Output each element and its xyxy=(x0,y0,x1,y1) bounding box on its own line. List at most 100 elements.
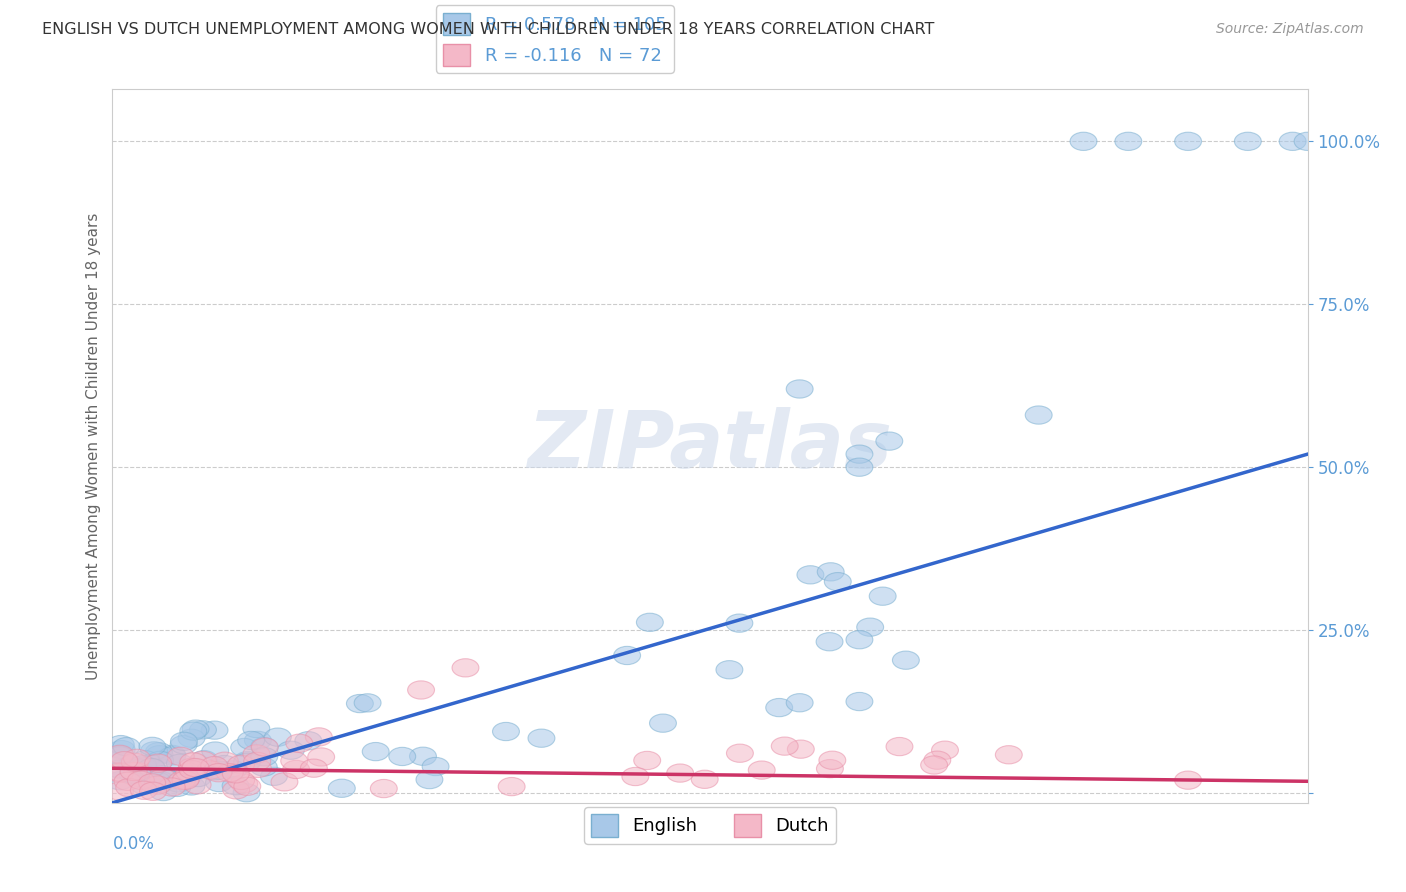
Ellipse shape xyxy=(173,769,200,787)
Ellipse shape xyxy=(233,777,260,796)
Ellipse shape xyxy=(165,774,193,792)
Ellipse shape xyxy=(111,752,138,770)
Ellipse shape xyxy=(233,751,262,770)
Ellipse shape xyxy=(748,761,775,780)
Ellipse shape xyxy=(222,777,249,795)
Ellipse shape xyxy=(727,744,754,763)
Ellipse shape xyxy=(666,764,693,782)
Ellipse shape xyxy=(167,747,194,765)
Ellipse shape xyxy=(846,445,873,463)
Ellipse shape xyxy=(205,773,232,792)
Ellipse shape xyxy=(217,764,243,782)
Ellipse shape xyxy=(260,767,287,786)
Ellipse shape xyxy=(846,631,873,648)
Ellipse shape xyxy=(797,566,824,584)
Ellipse shape xyxy=(169,772,195,789)
Ellipse shape xyxy=(329,779,356,797)
Ellipse shape xyxy=(138,758,165,777)
Ellipse shape xyxy=(250,758,277,776)
Ellipse shape xyxy=(921,756,948,774)
Ellipse shape xyxy=(153,769,180,788)
Ellipse shape xyxy=(159,778,186,797)
Ellipse shape xyxy=(120,765,146,783)
Ellipse shape xyxy=(163,779,191,797)
Ellipse shape xyxy=(129,770,156,788)
Ellipse shape xyxy=(786,380,813,398)
Ellipse shape xyxy=(815,632,844,651)
Ellipse shape xyxy=(207,761,233,780)
Ellipse shape xyxy=(285,734,312,752)
Ellipse shape xyxy=(876,432,903,450)
Ellipse shape xyxy=(416,771,443,789)
Ellipse shape xyxy=(170,736,197,754)
Ellipse shape xyxy=(856,618,883,636)
Ellipse shape xyxy=(141,742,167,760)
Ellipse shape xyxy=(787,740,814,758)
Ellipse shape xyxy=(107,746,134,764)
Ellipse shape xyxy=(1025,406,1052,425)
Ellipse shape xyxy=(281,752,308,770)
Ellipse shape xyxy=(201,756,228,775)
Ellipse shape xyxy=(191,750,218,769)
Ellipse shape xyxy=(146,751,173,770)
Text: Source: ZipAtlas.com: Source: ZipAtlas.com xyxy=(1216,22,1364,37)
Ellipse shape xyxy=(179,777,205,795)
Ellipse shape xyxy=(451,658,479,677)
Ellipse shape xyxy=(128,772,155,789)
Ellipse shape xyxy=(190,751,217,770)
Ellipse shape xyxy=(184,776,211,794)
Ellipse shape xyxy=(131,759,157,778)
Ellipse shape xyxy=(221,761,247,779)
Ellipse shape xyxy=(1234,132,1261,151)
Ellipse shape xyxy=(995,746,1022,764)
Ellipse shape xyxy=(202,762,229,780)
Ellipse shape xyxy=(179,729,205,747)
Ellipse shape xyxy=(172,771,198,789)
Ellipse shape xyxy=(176,763,202,781)
Ellipse shape xyxy=(824,573,851,591)
Ellipse shape xyxy=(932,741,959,759)
Ellipse shape xyxy=(818,751,846,770)
Ellipse shape xyxy=(766,698,793,716)
Ellipse shape xyxy=(621,767,648,786)
Ellipse shape xyxy=(243,745,270,763)
Ellipse shape xyxy=(197,761,224,779)
Text: ENGLISH VS DUTCH UNEMPLOYMENT AMONG WOMEN WITH CHILDREN UNDER 18 YEARS CORRELATI: ENGLISH VS DUTCH UNEMPLOYMENT AMONG WOME… xyxy=(42,22,935,37)
Ellipse shape xyxy=(108,740,135,759)
Ellipse shape xyxy=(107,760,134,778)
Ellipse shape xyxy=(772,737,799,756)
Ellipse shape xyxy=(107,772,134,789)
Ellipse shape xyxy=(115,779,142,797)
Ellipse shape xyxy=(634,751,661,770)
Ellipse shape xyxy=(252,738,278,756)
Ellipse shape xyxy=(238,731,264,749)
Ellipse shape xyxy=(409,747,436,765)
Ellipse shape xyxy=(886,738,912,756)
Ellipse shape xyxy=(245,731,271,749)
Ellipse shape xyxy=(1070,132,1097,151)
Ellipse shape xyxy=(233,753,260,772)
Ellipse shape xyxy=(228,772,254,789)
Ellipse shape xyxy=(422,757,449,776)
Ellipse shape xyxy=(139,761,166,779)
Ellipse shape xyxy=(112,738,139,756)
Ellipse shape xyxy=(190,721,217,739)
Ellipse shape xyxy=(143,776,172,794)
Ellipse shape xyxy=(138,758,165,777)
Ellipse shape xyxy=(180,753,207,771)
Ellipse shape xyxy=(228,756,254,773)
Ellipse shape xyxy=(173,770,200,788)
Ellipse shape xyxy=(846,458,873,476)
Ellipse shape xyxy=(725,614,752,632)
Ellipse shape xyxy=(231,739,257,756)
Ellipse shape xyxy=(389,747,416,765)
Ellipse shape xyxy=(173,769,200,788)
Ellipse shape xyxy=(146,772,174,789)
Ellipse shape xyxy=(346,695,374,713)
Ellipse shape xyxy=(250,747,278,766)
Ellipse shape xyxy=(139,773,166,792)
Ellipse shape xyxy=(211,756,238,773)
Ellipse shape xyxy=(145,742,173,761)
Ellipse shape xyxy=(817,563,844,581)
Ellipse shape xyxy=(233,784,260,802)
